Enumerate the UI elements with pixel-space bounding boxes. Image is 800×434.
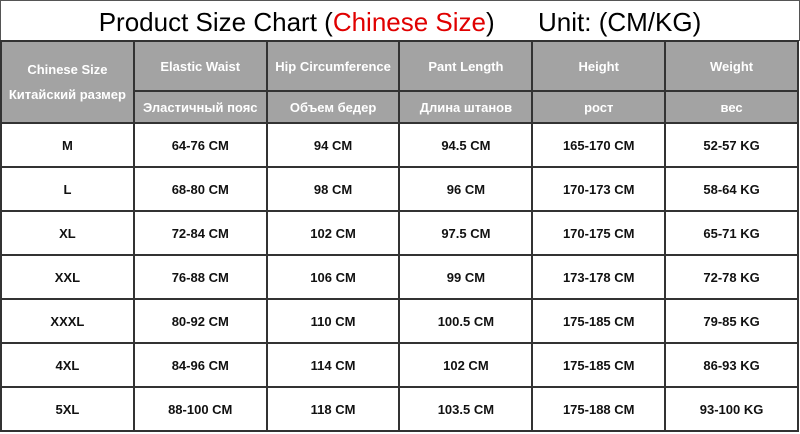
header-col-ru: вес <box>664 90 799 124</box>
header-size-ru: Китайский размер <box>8 87 126 102</box>
cell-hip: 98 CM <box>265 166 401 212</box>
cell-size: XXL <box>0 254 135 300</box>
table-row: M 64-76 CM 94 CM 94.5 CM 165-170 CM 52-57 KG <box>0 122 799 168</box>
cell-elastic-waist: 88-100 CM <box>132 386 268 432</box>
title-prefix: Product Size Chart ( <box>98 7 333 37</box>
title-highlight: Chinese Size <box>332 7 487 37</box>
cell-pant-length: 94.5 CM <box>398 122 534 168</box>
cell-hip: 102 CM <box>265 210 401 256</box>
cell-pant-length: 100.5 CM <box>398 298 534 344</box>
table-row: XL 72-84 CM 102 CM 97.5 CM 170-175 CM 65-71 K… <box>0 210 799 256</box>
cell-height: 170-175 CM <box>531 210 667 256</box>
cell-elastic-waist: 84-96 CM <box>132 342 268 388</box>
cell-size: M <box>0 122 135 168</box>
header-size: Chinese Size Китайский размер <box>0 40 135 124</box>
cell-pant-length: 96 CM <box>398 166 534 212</box>
cell-pant-length: 103.5 CM <box>398 386 534 432</box>
cell-height: 175-185 CM <box>531 298 667 344</box>
header-col-ru: Объем бедер <box>265 90 401 124</box>
header-col-en: Pant Length <box>398 40 534 92</box>
header-col-en: Elastic Waist <box>132 40 268 92</box>
size-table: Chinese Size Китайский размер Elastic Wai… <box>0 40 799 432</box>
cell-weight: 93-100 KG <box>664 386 799 432</box>
table-row: 4XL 84-96 CM 114 CM 102 CM 175-185 CM 86-93 K… <box>0 342 799 388</box>
cell-hip: 110 CM <box>265 298 401 344</box>
header-col-ru: Длина штанов <box>398 90 534 124</box>
header-col-en: Weight <box>664 40 799 92</box>
cell-weight: 52-57 KG <box>664 122 799 168</box>
cell-hip: 114 CM <box>265 342 401 388</box>
cell-weight: 86-93 KG <box>664 342 799 388</box>
title-suffix: ) <box>486 7 495 37</box>
cell-weight: 79-85 KG <box>664 298 799 344</box>
header-col-ru: Эластичный пояс <box>132 90 268 124</box>
cell-elastic-waist: 80-92 CM <box>132 298 268 344</box>
cell-elastic-waist: 68-80 CM <box>132 166 268 212</box>
cell-pant-length: 99 CM <box>398 254 534 300</box>
chart-title: Product Size Chart (Chinese Size) Unit: … <box>0 0 800 41</box>
cell-height: 165-170 CM <box>531 122 667 168</box>
cell-height: 173-178 CM <box>531 254 667 300</box>
table-row: 5XL 88-100 CM 118 CM 103.5 CM 175-188 CM 93-1… <box>0 386 799 432</box>
header-size-en: Chinese Size <box>27 62 108 77</box>
cell-elastic-waist: 64-76 CM <box>132 122 268 168</box>
cell-height: 175-185 CM <box>531 342 667 388</box>
cell-size: 4XL <box>0 342 135 388</box>
cell-weight: 65-71 KG <box>664 210 799 256</box>
cell-elastic-waist: 72-84 CM <box>132 210 268 256</box>
cell-size: L <box>0 166 135 212</box>
cell-hip: 106 CM <box>265 254 401 300</box>
cell-size: 5XL <box>0 386 135 432</box>
cell-hip: 94 CM <box>265 122 401 168</box>
table-row: L 68-80 CM 98 CM 96 CM 170-173 CM 58-64 KG <box>0 166 799 212</box>
cell-pant-length: 102 CM <box>398 342 534 388</box>
table-row: XXL 76-88 CM 106 CM 99 CM 173-178 CM 72-78 KG <box>0 254 799 300</box>
cell-weight: 58-64 KG <box>664 166 799 212</box>
header-col-en: Height <box>531 40 667 92</box>
table-row: XXXL 80-92 CM 110 CM 100.5 CM 175-185 CM 79-8… <box>0 298 799 344</box>
header-col-en: Hip Circumference <box>265 40 401 92</box>
cell-elastic-waist: 76-88 CM <box>132 254 268 300</box>
cell-pant-length: 97.5 CM <box>398 210 534 256</box>
cell-hip: 118 CM <box>265 386 401 432</box>
cell-size: XL <box>0 210 135 256</box>
cell-height: 170-173 CM <box>531 166 667 212</box>
header-col-ru: рост <box>531 90 667 124</box>
title-unit: Unit: (CM/KG) <box>538 7 702 37</box>
cell-height: 175-188 CM <box>531 386 667 432</box>
cell-size: XXXL <box>0 298 135 344</box>
cell-weight: 72-78 KG <box>664 254 799 300</box>
